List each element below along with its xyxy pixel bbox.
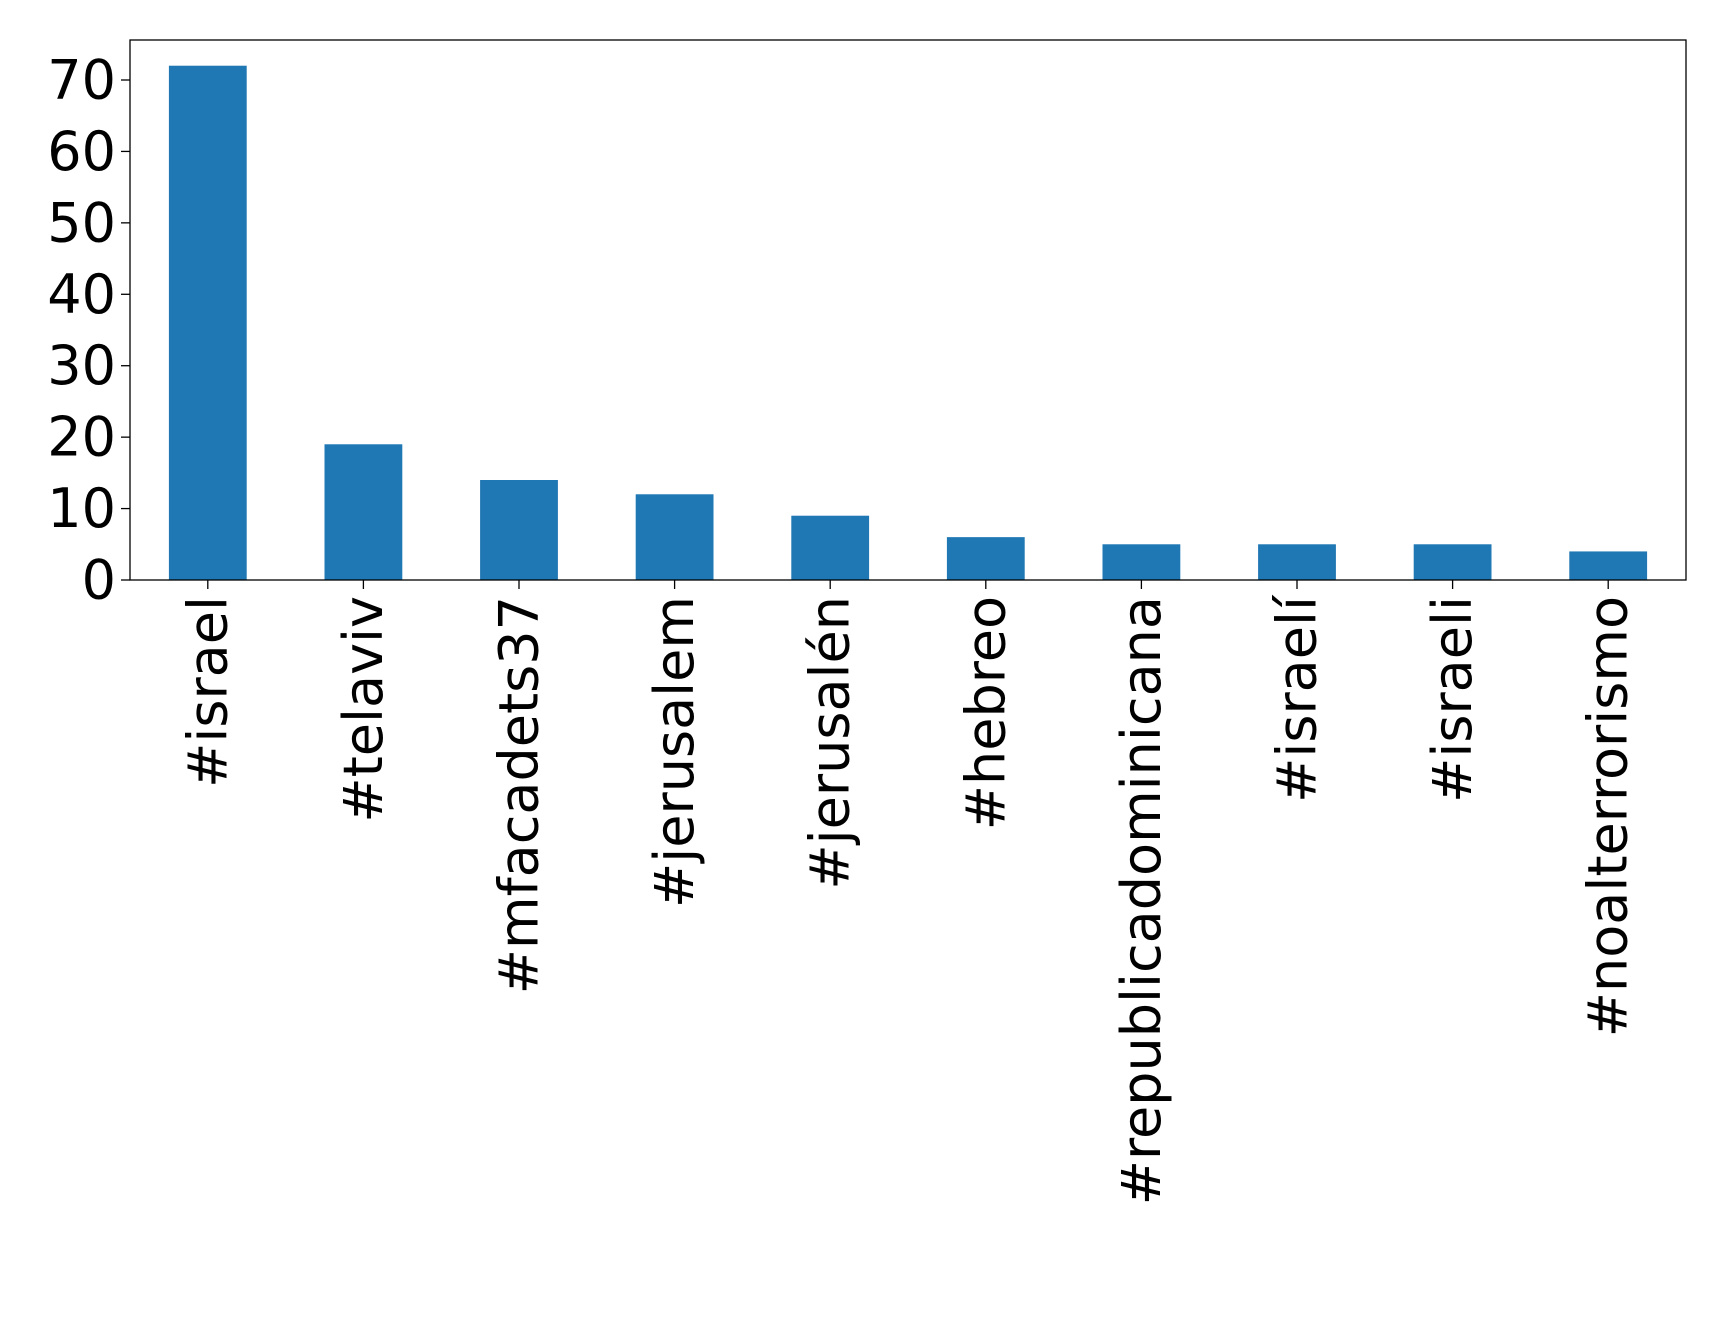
- y-tick-label: 0: [82, 549, 116, 612]
- bar: [1569, 551, 1648, 580]
- y-tick-label: 70: [47, 49, 116, 112]
- y-tick-label: 10: [47, 477, 116, 540]
- y-tick-label: 60: [47, 120, 116, 183]
- x-tick-label: #jerusalem: [643, 596, 706, 908]
- bar: [791, 515, 870, 580]
- bar: [480, 480, 558, 580]
- y-tick-label: 50: [47, 191, 116, 254]
- bar: [635, 494, 714, 580]
- bar: [1258, 544, 1336, 580]
- x-axis: #israel #telaviv #mfacadets37 #jerusalem #je…: [176, 580, 1640, 1205]
- x-tick-label: #israel: [176, 596, 239, 788]
- y-axis: 0 10 20 30 40 50 60 70: [47, 49, 130, 612]
- bar: [1413, 544, 1492, 580]
- bar: [168, 65, 247, 580]
- bar: [1102, 544, 1181, 580]
- plot-frame: [129, 39, 1687, 581]
- x-tick-label: #hebreo: [954, 596, 1017, 830]
- x-tick-label: #telaviv: [332, 596, 395, 823]
- x-tick-label: #noalterrorismo: [1577, 596, 1640, 1037]
- bar: [946, 537, 1025, 580]
- x-tick-label: #israeli: [1421, 596, 1484, 803]
- x-tick-label: #republicadominicana: [1110, 596, 1173, 1205]
- bars-group: [168, 65, 1648, 580]
- bar: [324, 444, 403, 580]
- x-tick-label: #mfacadets37: [488, 596, 551, 994]
- x-tick-label: #jerusalén: [799, 596, 862, 890]
- y-tick-label: 40: [47, 263, 116, 326]
- y-tick-label: 30: [47, 334, 116, 397]
- y-tick-label: 20: [47, 406, 116, 469]
- x-tick-label: #israelí: [1266, 594, 1329, 803]
